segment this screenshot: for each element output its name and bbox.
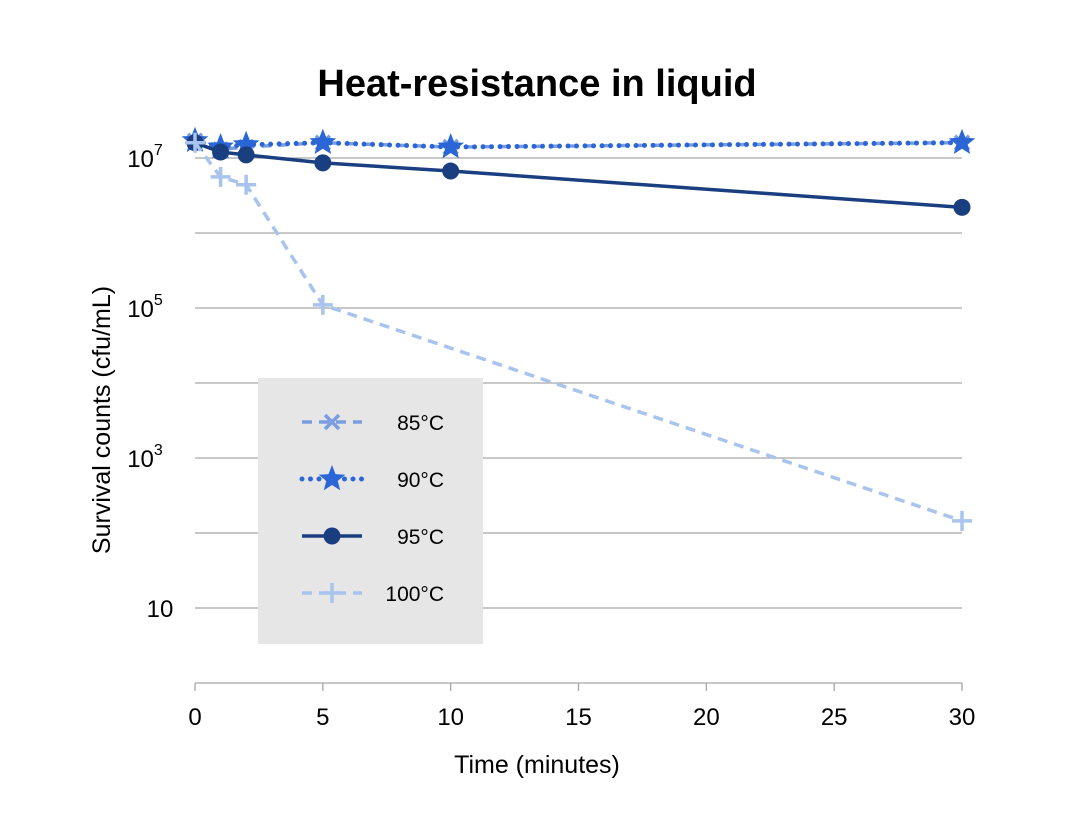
- legend-item: 90°C: [299, 465, 444, 492]
- plus-marker: [322, 583, 342, 603]
- legend-label: 90°C: [397, 469, 444, 492]
- chart-title: Heat-resistance in liquid: [317, 63, 756, 105]
- star-marker: [309, 128, 337, 154]
- x-tick-label: 30: [949, 704, 976, 731]
- x-tick-label: 15: [565, 704, 592, 731]
- y-tick-label: 107: [127, 142, 163, 173]
- plus-marker: [312, 294, 333, 315]
- star-marker: [232, 130, 260, 157]
- star-marker: [948, 128, 976, 154]
- legend-item: 100°C: [302, 583, 444, 606]
- series-100°C: [185, 132, 972, 531]
- y-tick-base: 10: [127, 296, 154, 323]
- y-tick-base: 10: [147, 596, 174, 623]
- x-tick-label: 0: [188, 704, 201, 731]
- y-tick-base: 10: [127, 446, 154, 473]
- plus-marker: [185, 132, 205, 153]
- legend-box: [258, 378, 483, 644]
- x-tick-label: 25: [821, 704, 848, 731]
- circle-marker: [953, 198, 971, 216]
- series-line: [194, 141, 963, 210]
- y-tick-label: 105: [127, 292, 163, 323]
- series-95°C: [186, 134, 971, 216]
- x-marker: [323, 413, 341, 431]
- circle-marker: [323, 527, 341, 545]
- star-marker: [437, 133, 464, 159]
- legend-item: 85°C: [302, 412, 444, 435]
- y-tick-exponent: 7: [154, 142, 163, 159]
- y-tick-label: 10: [147, 596, 174, 623]
- plus-marker: [236, 174, 257, 195]
- y-tick-exponent: 5: [154, 292, 163, 309]
- legend-label: 85°C: [397, 412, 444, 435]
- y-tick-exponent: 3: [154, 442, 163, 459]
- y-axis-label: Survival counts (cfu/mL): [88, 286, 116, 554]
- circle-marker: [442, 162, 460, 180]
- plus-marker: [952, 510, 972, 531]
- circle-marker: [314, 154, 332, 172]
- y-tick-base: 10: [127, 146, 154, 173]
- x-axis-label: Time (minutes): [454, 751, 620, 779]
- x-tick-label: 5: [316, 704, 329, 731]
- plus-marker: [210, 166, 231, 187]
- circle-marker: [212, 143, 230, 161]
- x-tick-label: 10: [437, 704, 464, 731]
- x-tick-label: 20: [693, 704, 720, 731]
- legend-item: 95°C: [302, 526, 444, 549]
- series-line: [192, 138, 965, 150]
- circle-marker: [237, 146, 255, 164]
- legend-label: 100°C: [385, 583, 444, 606]
- star-marker: [318, 465, 346, 491]
- y-tick-label: 103: [127, 442, 163, 473]
- legend-label: 95°C: [397, 526, 444, 549]
